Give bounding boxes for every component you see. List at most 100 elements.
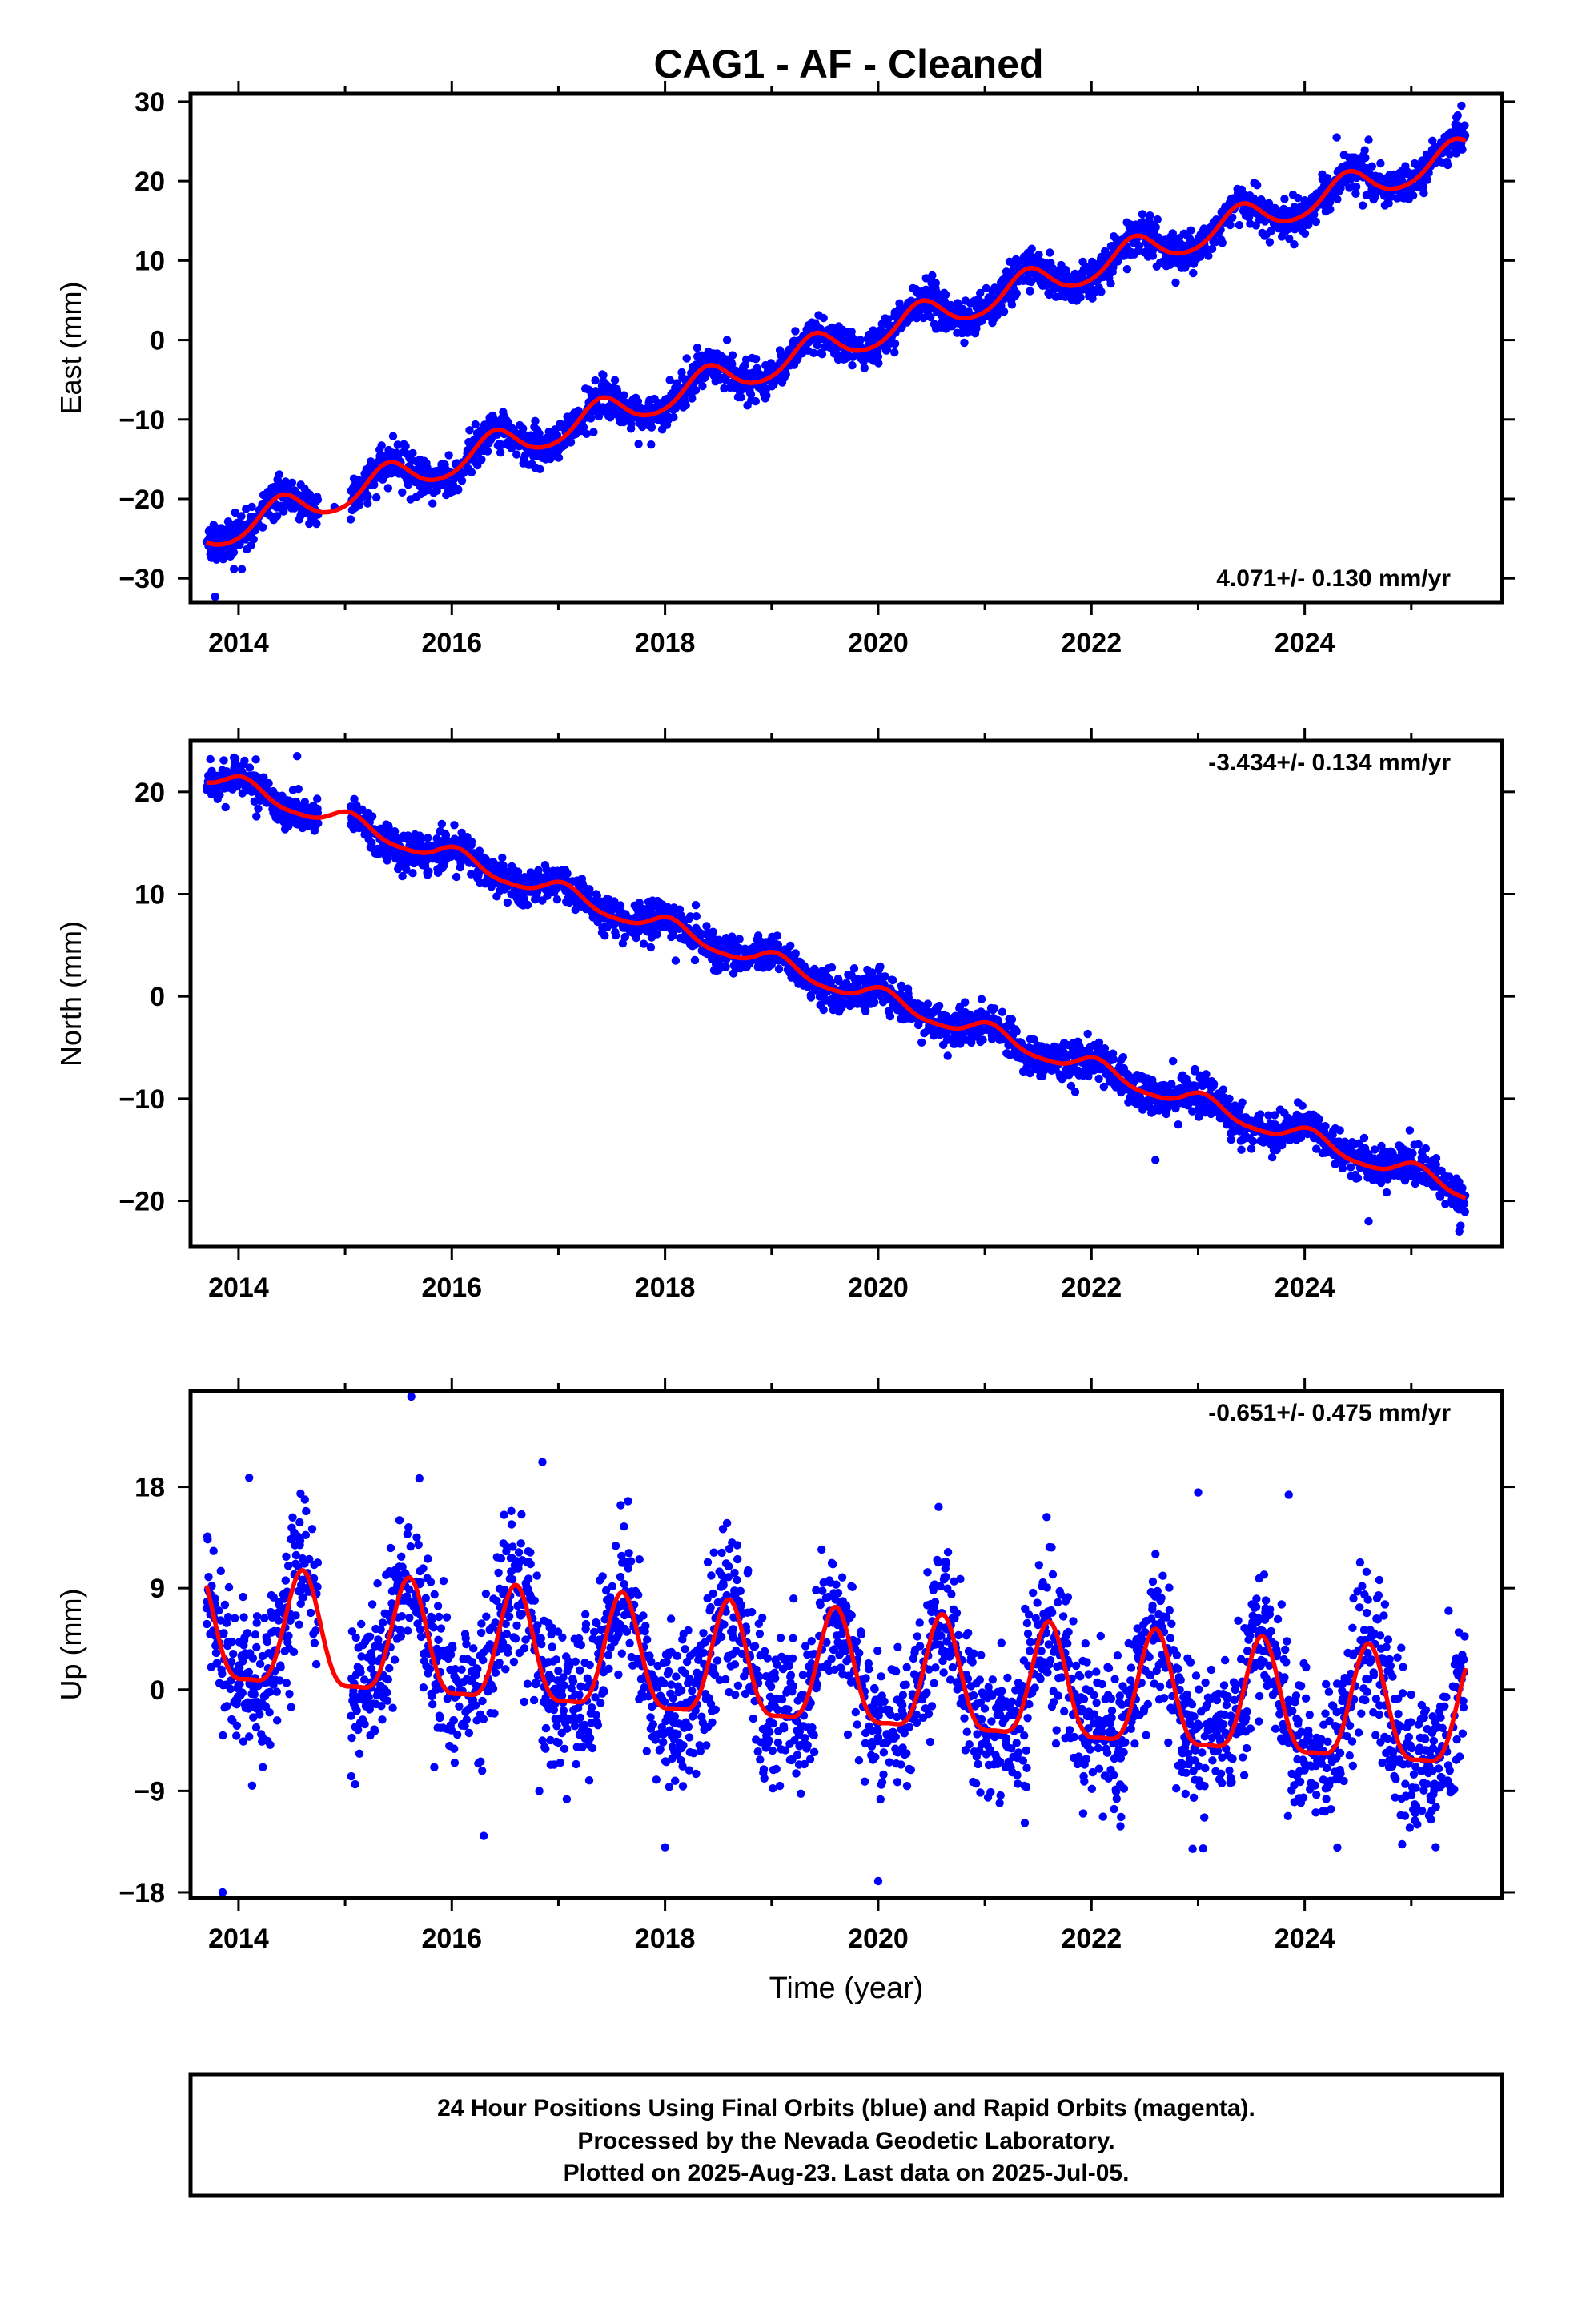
east-point xyxy=(873,352,883,361)
east-point xyxy=(847,328,856,336)
north-point xyxy=(1070,1088,1080,1096)
east-point xyxy=(728,351,737,360)
east-y-tick-label: −30 xyxy=(118,564,165,594)
east-y-tick-label: 20 xyxy=(135,167,165,197)
east-point xyxy=(941,290,950,300)
east-point xyxy=(273,512,282,521)
north-point xyxy=(691,901,701,910)
north-point xyxy=(616,901,625,910)
east-point xyxy=(1443,160,1452,170)
north-point xyxy=(475,846,484,855)
east-point xyxy=(1310,210,1319,219)
east-point xyxy=(579,423,588,432)
east-point xyxy=(408,448,417,458)
north-point xyxy=(861,1007,870,1016)
east-point xyxy=(370,480,379,489)
east-point xyxy=(737,393,745,402)
east-point xyxy=(591,376,600,385)
east-point xyxy=(1291,225,1299,234)
north-point xyxy=(791,949,800,958)
east-point xyxy=(693,344,702,352)
east-point xyxy=(287,478,296,487)
east-point xyxy=(1360,146,1369,155)
north-point xyxy=(1109,1055,1118,1063)
north-point xyxy=(610,897,619,906)
east-point xyxy=(1253,181,1262,190)
north-point xyxy=(520,895,528,903)
north-point xyxy=(390,827,400,836)
north-point xyxy=(987,1035,997,1043)
north-point xyxy=(1174,1120,1182,1129)
east-point xyxy=(1189,268,1198,278)
east-point xyxy=(566,438,576,447)
north-point xyxy=(870,998,879,1007)
north-point xyxy=(652,930,661,939)
north-point xyxy=(827,963,837,972)
north-point xyxy=(943,1051,952,1060)
north-point xyxy=(1219,1085,1228,1094)
east-point xyxy=(1460,121,1469,130)
east-point xyxy=(1326,205,1335,214)
east-point xyxy=(890,348,899,357)
north-point xyxy=(398,871,407,881)
east-x-tick-label: 2014 xyxy=(208,628,269,658)
east-point xyxy=(229,548,239,557)
north-point xyxy=(294,785,303,794)
east-outlier-point xyxy=(211,592,219,601)
east-point xyxy=(467,468,476,476)
north-point xyxy=(367,812,377,821)
east-y-tick-label: 10 xyxy=(135,246,165,276)
east-point xyxy=(1409,191,1418,200)
east-point xyxy=(1423,175,1431,184)
north-point xyxy=(542,866,551,875)
north-point xyxy=(721,963,730,971)
east-point xyxy=(554,453,564,462)
east-rate-label: 4.071+/- 0.130 mm/yr xyxy=(1216,565,1451,592)
north-data-points xyxy=(203,752,1470,1236)
east-point xyxy=(722,336,732,344)
east-point xyxy=(237,512,246,521)
east-point xyxy=(457,476,467,485)
north-point xyxy=(1083,1029,1092,1039)
east-point xyxy=(752,355,761,364)
north-point xyxy=(934,1001,944,1011)
east-point xyxy=(231,508,239,517)
north-point xyxy=(1094,1074,1103,1084)
north-point xyxy=(441,830,451,839)
east-point xyxy=(1171,278,1180,287)
east-point xyxy=(388,432,398,440)
east-point xyxy=(931,279,941,287)
east-point xyxy=(1097,287,1106,296)
north-point xyxy=(565,898,574,907)
east-outlier-point xyxy=(1364,135,1373,144)
east-point xyxy=(1376,159,1385,168)
north-point xyxy=(977,995,986,1003)
east-outlier-point xyxy=(1457,101,1466,111)
east-point xyxy=(1012,289,1021,298)
east-point xyxy=(594,412,604,421)
north-point xyxy=(618,939,628,948)
east-point xyxy=(681,400,690,410)
east-point xyxy=(1285,234,1294,243)
east-point xyxy=(669,412,678,422)
east-point xyxy=(1419,183,1428,191)
north-point xyxy=(206,754,215,764)
east-point xyxy=(1359,201,1367,210)
east-point xyxy=(1458,145,1467,154)
east-point xyxy=(1138,210,1147,219)
north-point xyxy=(313,794,322,803)
east-point xyxy=(401,442,410,451)
east-point xyxy=(976,288,985,298)
east-point xyxy=(512,450,521,459)
east-point xyxy=(1034,251,1043,259)
north-point xyxy=(424,834,432,842)
north-point xyxy=(923,999,933,1008)
east-point xyxy=(483,447,492,456)
east-point xyxy=(444,451,453,460)
east-point xyxy=(1026,287,1034,296)
east-point xyxy=(237,565,247,573)
east-point xyxy=(477,455,486,464)
east-point xyxy=(1336,184,1345,193)
east-frame xyxy=(188,91,1504,605)
